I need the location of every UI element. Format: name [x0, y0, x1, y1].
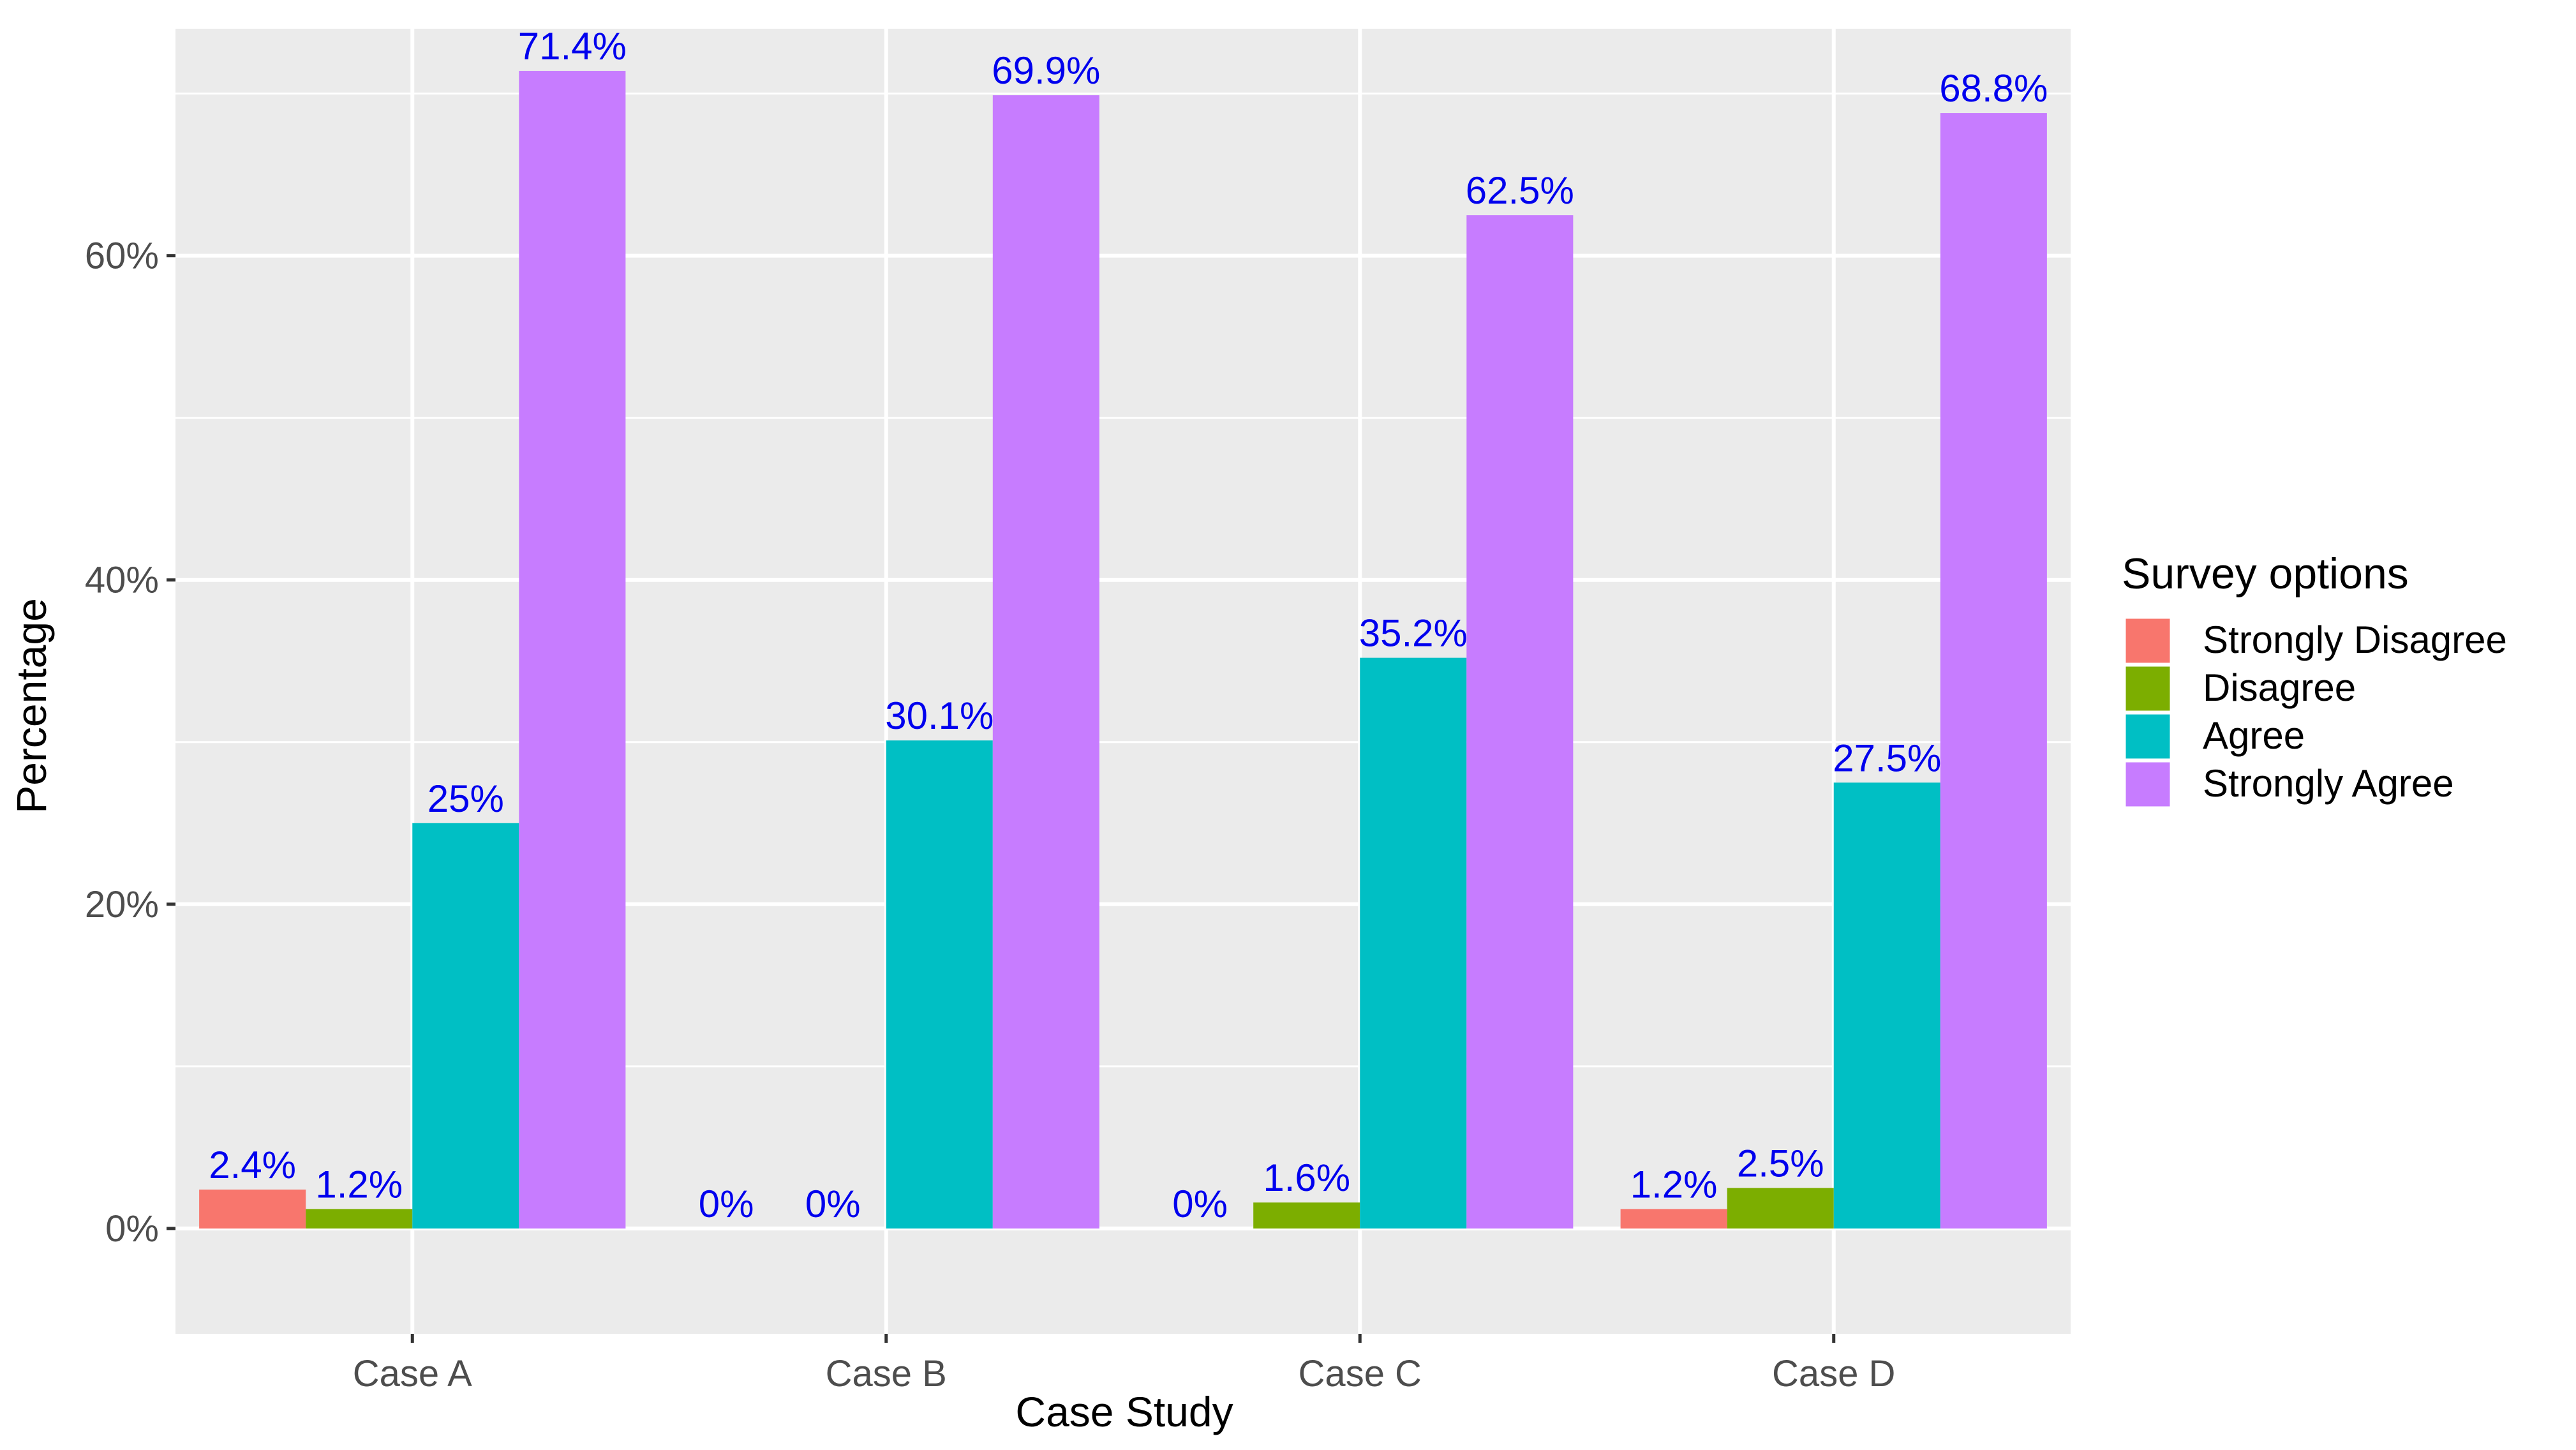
bar [1466, 215, 1574, 1229]
bar [1727, 1188, 1834, 1229]
data-labels-group: 2.4% 0% 0% 1.2% 1.2% 0% 1.6% 2.5% 25% 30.1% 35.2% 2… [209, 25, 2048, 1225]
x-axis: Case A Case B Case C Case D [353, 1334, 1895, 1394]
legend-label: Disagree [2203, 666, 2356, 709]
bar-data-label: 0% [805, 1183, 861, 1225]
x-tick-label: Case A [353, 1353, 472, 1394]
x-axis-title: Case Study [1015, 1388, 1233, 1435]
y-axis: 0% 20% 40% 60% [85, 235, 175, 1250]
bar-data-label: 69.9% [992, 49, 1100, 92]
bar-data-label: 1.2% [1630, 1163, 1718, 1206]
bars-group [199, 71, 2047, 1229]
bar-data-label: 0% [1172, 1183, 1228, 1225]
bar [199, 1189, 306, 1229]
legend: Survey options Strongly Disagree Disagree… [2122, 549, 2507, 809]
bar [1253, 1202, 1360, 1229]
bar [1940, 113, 2047, 1229]
bar-data-label: 62.5% [1466, 169, 1574, 212]
y-tick-label: 60% [85, 235, 159, 277]
bar-data-label: 68.8% [1939, 67, 2048, 110]
bar-data-label: 71.4% [518, 25, 627, 68]
legend-key [2124, 617, 2172, 665]
legend-label: Agree [2203, 714, 2305, 757]
bar [519, 71, 626, 1229]
bar-data-label: 2.5% [1737, 1142, 1824, 1185]
bar [886, 740, 993, 1229]
x-tick-label: Case C [1299, 1353, 1422, 1394]
legend-label: Strongly Disagree [2203, 618, 2507, 661]
y-tick-label: 40% [85, 560, 159, 601]
y-axis-title: Percentage [8, 598, 55, 814]
y-tick-label: 0% [105, 1208, 159, 1250]
bar [1833, 782, 1940, 1229]
bar-data-label: 1.2% [315, 1163, 403, 1206]
x-tick-label: Case D [1772, 1353, 1895, 1394]
bar-data-label: 30.1% [885, 694, 994, 737]
bar-data-label: 35.2% [1359, 612, 1468, 655]
bar-data-label: 27.5% [1833, 736, 1941, 779]
bar [1360, 657, 1467, 1229]
legend-key [2124, 664, 2172, 713]
bar-data-label: 2.4% [209, 1144, 296, 1186]
legend-title: Survey options [2122, 549, 2409, 598]
bar [992, 95, 1099, 1229]
x-tick-label: Case B [826, 1353, 947, 1394]
legend-key [2124, 712, 2172, 761]
bar-data-label: 1.6% [1263, 1156, 1350, 1199]
y-tick-label: 20% [85, 884, 159, 925]
bar [1620, 1209, 1727, 1229]
legend-key [2124, 760, 2172, 809]
bar [412, 823, 519, 1229]
bar-data-label: 0% [699, 1183, 754, 1225]
bar [306, 1209, 413, 1229]
legend-label: Strongly Agree [2203, 762, 2454, 805]
bar-data-label: 25% [428, 777, 504, 820]
